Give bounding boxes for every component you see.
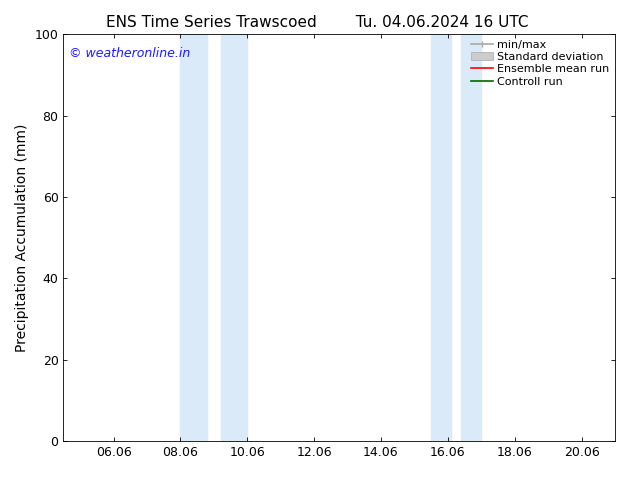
Bar [461, 34, 481, 441]
Y-axis label: Precipitation Accumulation (mm): Precipitation Accumulation (mm) [15, 123, 29, 352]
Bar [181, 34, 207, 441]
Bar [431, 34, 451, 441]
Text: ENS Time Series Trawscoed        Tu. 04.06.2024 16 UTC: ENS Time Series Trawscoed Tu. 04.06.2024… [106, 15, 528, 30]
Text: © weatheronline.in: © weatheronline.in [69, 47, 190, 59]
Bar [221, 34, 247, 441]
Legend: min/max, Standard deviation, Ensemble mean run, Controll run: min/max, Standard deviation, Ensemble me… [469, 38, 612, 89]
